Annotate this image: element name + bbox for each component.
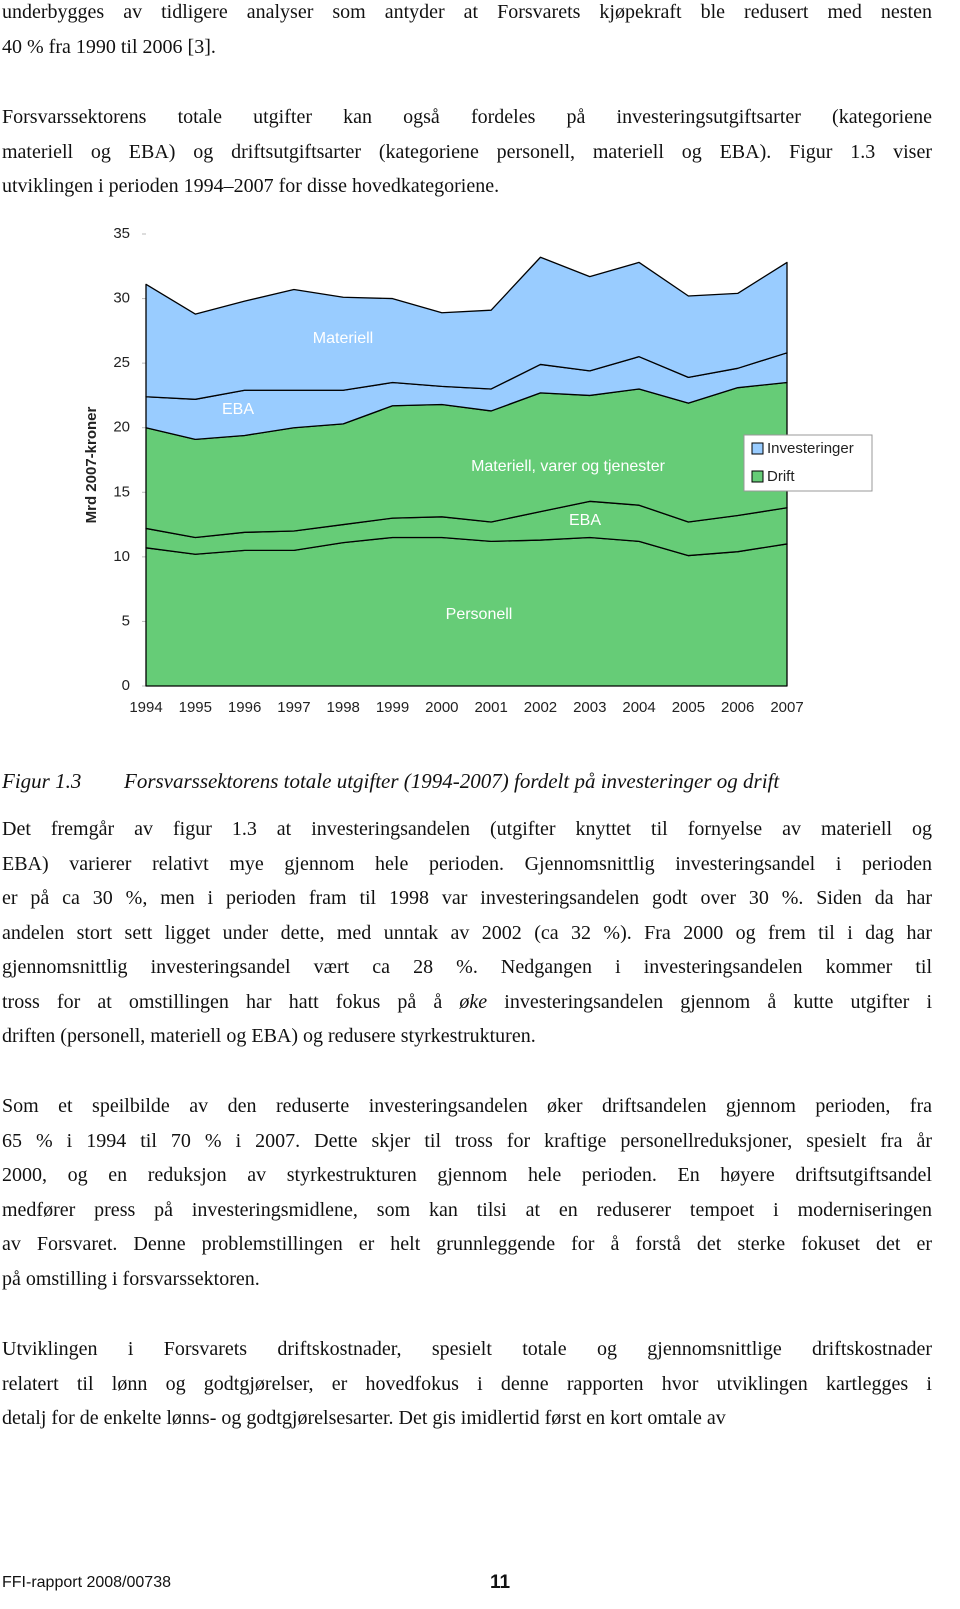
emphasis: øke <box>459 990 488 1013</box>
text-line: Utviklingen i Forsvarets driftskostnader… <box>2 1338 932 1360</box>
area-label: Materiell <box>313 330 373 347</box>
y-tick-label: 25 <box>113 354 130 371</box>
legend-swatch <box>751 442 764 455</box>
area-label: EBA <box>222 401 254 418</box>
text-line: utviklingen i perioden 1994–2007 for dis… <box>2 175 500 197</box>
area-label: EBA <box>569 512 601 529</box>
text-line: på omstilling i forsvarssektoren. <box>2 1267 260 1290</box>
legend-label: Drift <box>767 468 795 485</box>
page-number: 11 <box>490 1572 511 1593</box>
x-tick-label: 1997 <box>277 699 310 716</box>
x-tick-label: 2001 <box>474 699 507 716</box>
text-line: underbygges av tidligere analyser som an… <box>2 1 932 23</box>
text-line: relatert til lønn og godtgjørelser, er h… <box>2 1372 932 1395</box>
legend-swatch <box>751 470 764 483</box>
paragraph: Utviklingen i Forsvarets driftskostnader… <box>2 1332 932 1436</box>
y-tick-label: 10 <box>113 548 130 565</box>
x-tick-label: 1994 <box>129 699 162 716</box>
text-line: Forsvarssektorens totale utgifter kan og… <box>2 106 932 128</box>
y-axis-label: Mrd 2007-kroner <box>83 406 100 523</box>
paragraph: Forsvarssektorens totale utgifter kan og… <box>2 100 932 204</box>
x-tick-label: 2006 <box>721 699 754 716</box>
text-line: 2000, og en reduksjon av styrkestrukture… <box>2 1164 932 1186</box>
area-label: Personell <box>446 606 513 623</box>
y-tick-label: 35 <box>113 225 130 242</box>
x-tick-label: 2003 <box>573 699 606 716</box>
text-line: Som et speilbilde av den reduserte inves… <box>2 1095 932 1117</box>
text-line: EBA) varierer relativt mye gjennom hele … <box>2 852 932 875</box>
caption-text: Forsvarssektorens totale utgifter (1994-… <box>124 769 780 793</box>
x-tick-label: 2002 <box>524 699 557 716</box>
chart: Mrd 2007-kroner 0 5 10 15 20 25 30 35 1994 1995 19… <box>83 225 873 716</box>
text-line: Det fremgår av figur 1.3 at investerings… <box>2 818 932 840</box>
footer-report: FFI-rapport 2008/00738 <box>2 1574 171 1591</box>
text-line: gjennomsnittlig investeringsandel vært c… <box>2 956 932 978</box>
x-tick-label: 2007 <box>770 699 803 716</box>
paragraph: Det fremgår av figur 1.3 at investerings… <box>2 812 932 1054</box>
legend-box <box>743 434 873 492</box>
text: tross for at omstillingen har hatt fokus… <box>2 990 460 1013</box>
y-tick-label: 15 <box>113 483 130 500</box>
text-line: detalj for de enkelte lønns- og godtgjør… <box>2 1407 726 1429</box>
x-tick-label: 1995 <box>179 699 212 716</box>
x-tick-label: 2004 <box>622 699 655 716</box>
y-tick-label: 30 <box>113 290 130 307</box>
legend-label: Investeringer <box>767 440 854 457</box>
paragraph: underbygges av tidligere analyser som an… <box>2 0 932 64</box>
x-tick-label: 1999 <box>376 699 409 716</box>
y-tick-label: 0 <box>122 677 130 694</box>
x-tick-label: 1998 <box>327 699 360 716</box>
caption-label: Figur 1.3 <box>2 769 82 793</box>
text-line: driften (personell, materiell og EBA) og… <box>2 1025 536 1047</box>
text-line: medfører press på investeringsmidlene, s… <box>2 1198 932 1221</box>
x-tick-label: 2000 <box>425 699 458 716</box>
text-line: 65 % i 1994 til 70 % i 2007. Dette skjer… <box>2 1129 932 1152</box>
text-line: 40 % fra 1990 til 2006 [3]. <box>2 35 216 58</box>
area-label: Materiell, varer og tjenester <box>471 458 666 475</box>
text-line: tross for at omstillingen har hatt fokus… <box>2 985 932 1020</box>
x-tick-label: 2005 <box>672 699 705 716</box>
text: investeringsandelen gjennom å kutte utgi… <box>487 990 932 1013</box>
x-tick-label: 1996 <box>228 699 261 716</box>
y-tick-label: 5 <box>122 612 130 629</box>
paragraph: Som et speilbilde av den reduserte inves… <box>2 1089 932 1296</box>
text-line: materiell og EBA) og driftsutgiftsarter … <box>2 140 932 163</box>
text-line: andelen stort sett ligget under dette, m… <box>2 921 932 944</box>
y-tick-label: 20 <box>113 419 130 436</box>
text-line: er på ca 30 %, men i perioden fram til 1… <box>2 887 932 909</box>
area <box>145 256 788 400</box>
text-line: av Forsvaret. Denne problemstillingen er… <box>2 1233 932 1255</box>
